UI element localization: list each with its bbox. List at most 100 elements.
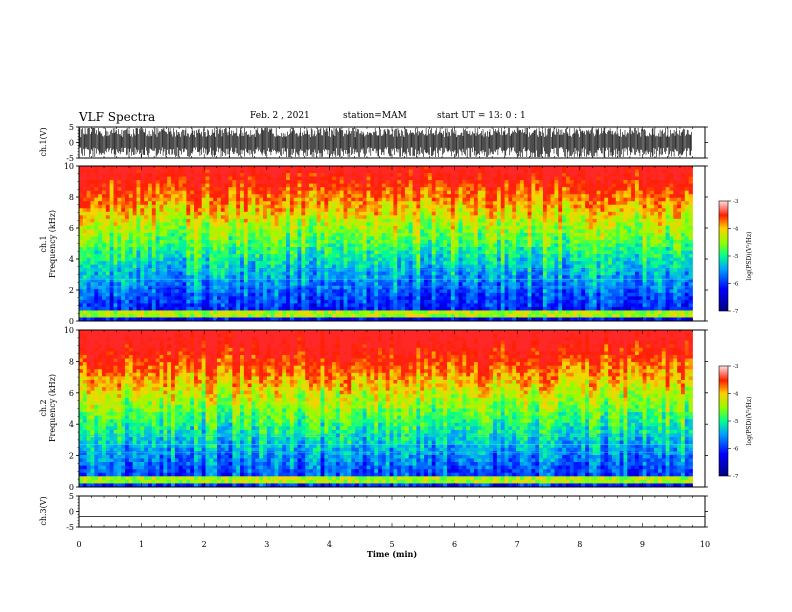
spectrogram-cell — [408, 243, 413, 248]
spectrogram-cell — [320, 239, 325, 244]
spectrogram-cell — [148, 303, 153, 308]
spectrogram-cell — [500, 278, 505, 283]
spectrogram-cell — [312, 292, 318, 297]
spectrogram-cell — [155, 306, 160, 311]
spectrogram-cell — [500, 197, 505, 202]
spectrogram-cell — [86, 285, 91, 290]
spectrogram-cell — [370, 173, 375, 177]
spectrogram-cell — [182, 183, 187, 188]
spectrogram-cell — [504, 225, 509, 230]
spectrogram-cell — [255, 261, 260, 266]
spectrogram-cell — [481, 222, 486, 227]
spectrogram-cell — [312, 187, 318, 192]
spectrogram-cell — [240, 236, 245, 241]
spectrogram-cell — [370, 194, 375, 199]
spectrogram-cell — [282, 166, 287, 170]
spectrogram-cell — [374, 296, 379, 301]
spectrogram-cell — [351, 292, 356, 297]
spectrogram-cell — [240, 306, 245, 311]
spectrogram-cell — [481, 215, 486, 220]
spectrogram-cell — [178, 278, 183, 283]
spectrogram-cell — [117, 232, 122, 237]
spectrogram-cell — [190, 236, 195, 241]
spectrogram-cell — [171, 211, 176, 216]
spectrogram-cell — [201, 264, 206, 269]
spectrogram-cell — [454, 229, 459, 234]
spectrogram-cell — [355, 211, 360, 216]
spectrogram-cell — [447, 222, 452, 227]
spectrogram-cell — [301, 211, 306, 216]
spectrogram-cell — [274, 197, 279, 202]
spectrogram-cell — [301, 275, 306, 280]
spectrogram-cell — [458, 215, 463, 220]
spectrogram-cell — [159, 208, 164, 213]
spectrogram-cell — [408, 278, 413, 283]
spectrogram-cell — [374, 257, 379, 262]
spectrogram-cell — [270, 243, 275, 248]
spectrogram-cell — [266, 292, 272, 297]
spectrogram-cell — [462, 292, 467, 297]
spectrogram-cell — [105, 239, 111, 244]
spectrogram-cell — [171, 194, 176, 199]
spectrogram-cell — [232, 232, 237, 237]
spectrogram-cell — [113, 317, 118, 321]
spectrogram-cell — [493, 310, 498, 315]
spectrogram-cell — [293, 204, 298, 209]
spectrogram-cell — [194, 243, 199, 248]
spectrogram-cell — [435, 176, 440, 181]
spectrogram-cell — [259, 296, 264, 301]
spectrogram-cell — [90, 317, 95, 321]
spectrogram-cell — [477, 197, 482, 202]
spectrogram-cell — [443, 215, 448, 220]
spectrogram-cell — [493, 317, 498, 321]
spectrogram-cell — [286, 310, 291, 315]
spectrogram-cell — [102, 247, 107, 251]
spectrogram-cell — [178, 173, 183, 177]
spectrogram-cell — [224, 208, 229, 213]
spectrogram-cell — [431, 261, 436, 266]
spectrogram-cell — [209, 232, 214, 237]
spectrogram-cell — [293, 166, 298, 170]
spectrogram-cell — [309, 239, 314, 244]
spectrogram-cell — [450, 236, 456, 241]
spectrogram-cell — [132, 183, 137, 188]
spectrogram-cell — [79, 201, 84, 206]
spectrogram-cell — [121, 173, 126, 177]
spectrogram-cell — [240, 243, 245, 248]
spectrogram-cell — [481, 169, 486, 174]
spectrogram-cell — [186, 176, 191, 181]
spectrogram-cell — [151, 204, 157, 209]
spectrogram-cell — [427, 190, 433, 195]
spectrogram-cell — [427, 317, 433, 321]
spectrogram-cell — [98, 257, 103, 262]
spectrogram-cell — [263, 222, 268, 227]
spectrogram-cell — [109, 215, 114, 220]
spectrogram-cell — [236, 169, 241, 174]
spectrogram-cell — [251, 229, 256, 234]
spectrogram-cell — [355, 271, 360, 276]
spectrogram-cell — [339, 201, 344, 206]
spectrogram-cell — [220, 299, 226, 304]
spectrogram-cell — [389, 285, 394, 290]
spectrogram-cell — [167, 254, 172, 258]
spectrogram-cell — [378, 211, 383, 216]
spectrogram-cell — [270, 225, 275, 230]
spectrogram-cell — [159, 232, 164, 237]
spectrogram-cell — [289, 183, 295, 188]
spectrogram-cell — [328, 306, 333, 311]
spectrogram-cell — [385, 187, 390, 192]
spectrogram-cell — [217, 243, 222, 248]
spectrogram-cell — [243, 204, 249, 209]
spectrogram-cell — [174, 222, 180, 227]
spectrogram-cell — [251, 303, 256, 308]
spectrogram-cell — [481, 250, 486, 255]
spectrogram-cell — [144, 218, 149, 223]
spectrogram-cell — [389, 313, 394, 318]
spectrogram-cell — [412, 173, 417, 177]
spectrogram-cell — [305, 190, 310, 195]
spectrogram-cell — [174, 204, 180, 209]
spectrogram-cell — [282, 317, 287, 321]
spectrogram-cell — [500, 257, 505, 262]
spectrogram-cell — [148, 282, 153, 287]
spectrogram-cell — [213, 166, 218, 170]
